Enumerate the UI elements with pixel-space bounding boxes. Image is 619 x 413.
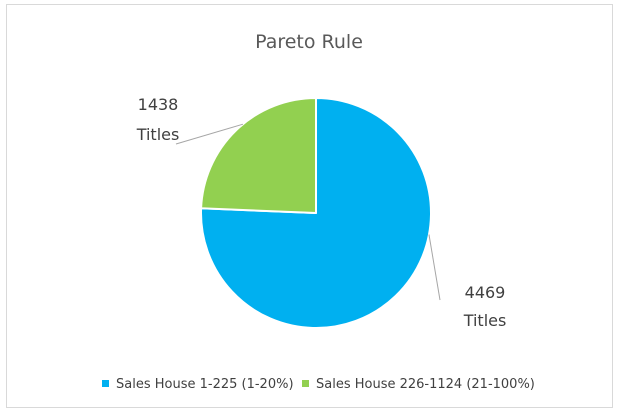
- leader-line-2: [175, 123, 244, 145]
- pie-slice-2: [200, 97, 317, 214]
- pie-slices: [200, 97, 432, 329]
- leader-line-1: [428, 234, 441, 301]
- data-label-value-1: 4469: [465, 283, 506, 302]
- legend: Sales House 1-225 (1-20%) Sales House 22…: [102, 377, 535, 392]
- data-label-value-2: 1438: [138, 95, 179, 114]
- legend-swatch-2: [302, 380, 309, 387]
- legend-swatch-1: [102, 380, 109, 387]
- leader-lines: [175, 123, 441, 301]
- legend-label-1: Sales House 1-225 (1-20%): [116, 377, 294, 392]
- chart-title: Pareto Rule: [255, 31, 363, 53]
- data-label-unit-1: Titles: [463, 311, 507, 330]
- data-label-unit-2: Titles: [136, 125, 180, 144]
- legend-label-2: Sales House 226-1124 (21-100%): [316, 377, 535, 392]
